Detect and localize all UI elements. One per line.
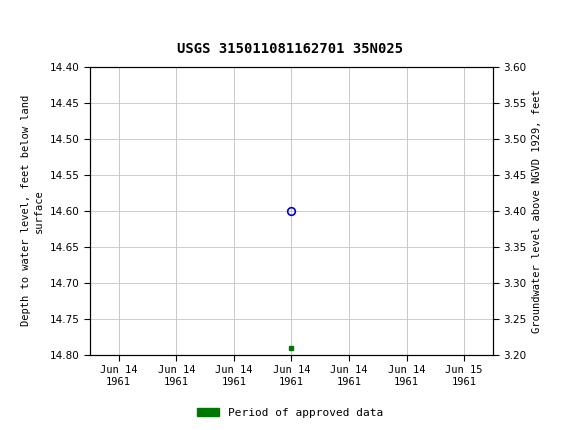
Y-axis label: Groundwater level above NGVD 1929, feet: Groundwater level above NGVD 1929, feet bbox=[532, 89, 542, 332]
Text: USGS 315011081162701 35N025: USGS 315011081162701 35N025 bbox=[177, 42, 403, 56]
Text: USGS: USGS bbox=[44, 10, 112, 30]
Legend: Period of approved data: Period of approved data bbox=[193, 403, 387, 422]
Y-axis label: Depth to water level, feet below land
surface: Depth to water level, feet below land su… bbox=[21, 95, 44, 326]
